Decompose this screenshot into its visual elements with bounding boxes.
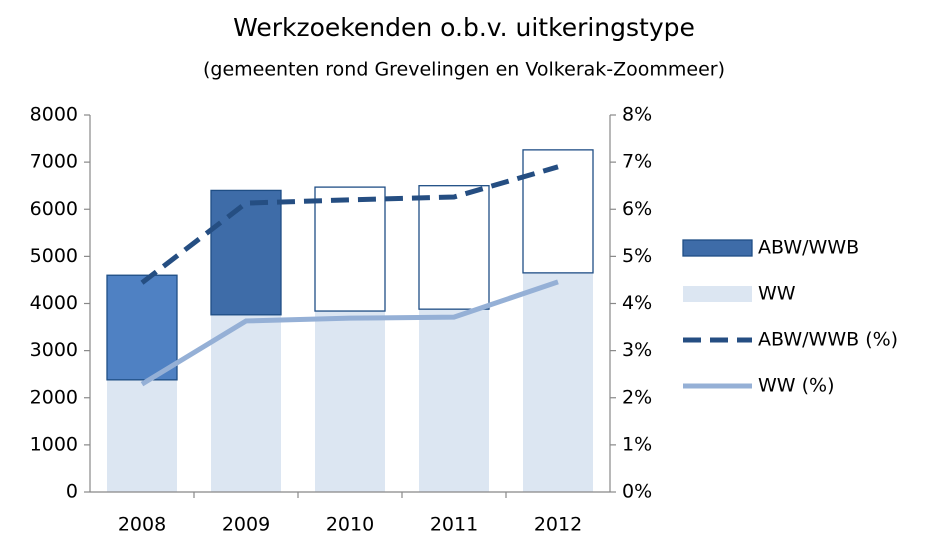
chart-subtitle: (gemeenten rond Grevelingen en Volkerak-… [203,59,725,81]
bar [211,314,281,492]
y-tick-label: 7000 [30,151,78,173]
legend-label: ABW/WWB (%) [758,329,898,351]
x-tick-label: 2012 [534,514,582,536]
y2-tick-label: 4% [622,292,652,314]
y-tick-label: 3000 [30,339,78,361]
line [140,279,559,387]
y2-tick-label: 3% [622,339,652,361]
y2-tick-label: 6% [622,198,652,220]
y-tick-label: 6000 [30,198,78,220]
y-tick-label: 2000 [30,386,78,408]
x-tick-label: 2010 [326,514,374,536]
y2-tick-label: 5% [622,245,652,267]
y-tick-label: 8000 [30,104,78,126]
legend-label: WW [758,283,796,305]
y-tick-label: 0 [66,481,78,503]
x-tick-label: 2011 [430,514,478,536]
legend-label: WW (%) [758,375,835,397]
bar [315,311,385,492]
y2-tick-label: 8% [622,104,652,126]
bar [523,272,593,492]
bar [107,379,177,492]
bar [106,274,178,381]
legend-swatch [683,286,752,302]
y2-tick-label: 1% [622,433,652,455]
y-tick-label: 1000 [30,433,78,455]
bar [418,185,490,310]
legend-label: ABW/WWB [758,237,859,259]
bar [210,189,282,316]
bar [419,309,489,492]
chart-title: Werkzoekenden o.b.v. uitkeringstype [233,13,695,42]
x-tick-label: 2009 [222,514,270,536]
y-tick-label: 5000 [30,245,78,267]
bar [522,149,594,274]
line [140,164,559,285]
x-tick-label: 2008 [118,514,166,536]
y2-tick-label: 2% [622,386,652,408]
legend-swatch [682,239,753,257]
y2-tick-label: 0% [622,481,652,503]
bar [314,186,386,312]
y2-tick-label: 7% [622,151,652,173]
y-tick-label: 4000 [30,292,78,314]
